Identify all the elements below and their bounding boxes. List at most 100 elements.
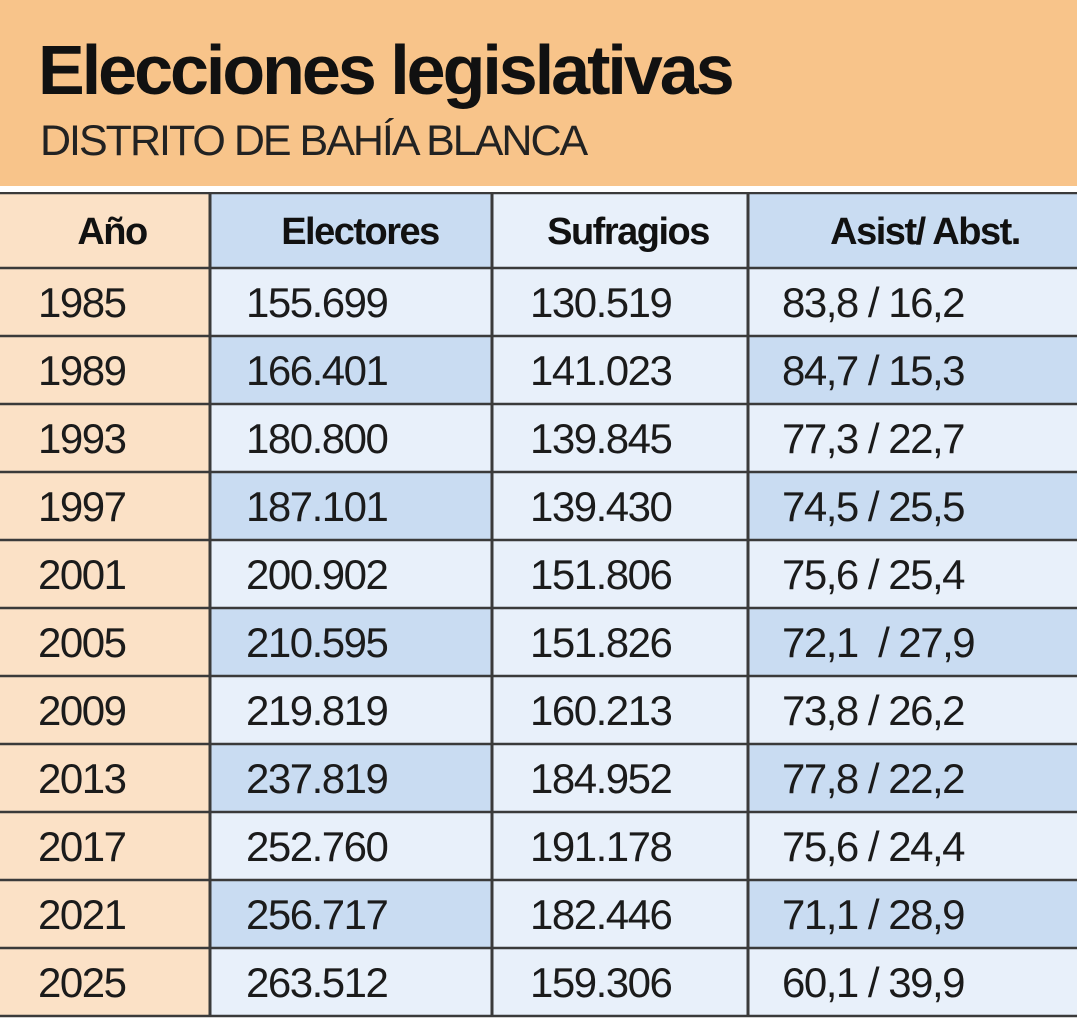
header-cell-bg: [210, 192, 492, 268]
table-cell-bg: [492, 336, 748, 404]
page-subtitle: DISTRITO DE BAHÍA BLANCA: [40, 117, 588, 165]
table-cell-bg: [210, 472, 492, 540]
cell-sufragios: 139.430: [530, 483, 671, 530]
cell-electores: 210.595: [246, 619, 387, 666]
cell-year: 1989: [38, 347, 126, 394]
table-cell-bg: [492, 268, 748, 336]
column-header-year: Año: [77, 211, 147, 253]
cell-electores: 219.819: [246, 687, 387, 734]
table-cell-bg: [492, 472, 748, 540]
header-cell-bg: [492, 192, 748, 268]
table-cell-bg: [210, 268, 492, 336]
cell-year: 2005: [38, 619, 126, 666]
cell-asist-abst: 72,1 / 27,9: [782, 619, 974, 666]
column-header-sufragios: Sufragios: [547, 211, 709, 253]
cell-sufragios: 184.952: [530, 755, 671, 802]
table-cell-bg: [492, 812, 748, 880]
page-title: Elecciones legislativas: [38, 31, 735, 109]
cell-asist-abst: 75,6 / 25,4: [782, 551, 965, 598]
table-cell-bg: [210, 608, 492, 676]
table-cell-bg: [492, 676, 748, 744]
table-cell-bg: [210, 880, 492, 948]
cell-asist-abst: 71,1 / 28,9: [782, 891, 964, 938]
table-cell-bg: [0, 676, 210, 744]
table-cell-bg: [748, 948, 1077, 1016]
cell-electores: 237.819: [246, 755, 387, 802]
cell-sufragios: 182.446: [530, 891, 671, 938]
cell-asist-abst: 60,1 / 39,9: [782, 959, 964, 1006]
table-cell-bg: [748, 608, 1077, 676]
cell-electores: 155.699: [246, 279, 387, 326]
table-cell-bg: [210, 812, 492, 880]
cell-electores: 256.717: [246, 891, 387, 938]
cell-electores: 252.760: [246, 823, 387, 870]
cell-sufragios: 191.178: [530, 823, 671, 870]
cell-asist-abst: 77,8 / 22,2: [782, 755, 964, 802]
cell-year: 2021: [38, 891, 126, 938]
table-cell-bg: [748, 676, 1077, 744]
cell-sufragios: 159.306: [530, 959, 671, 1006]
cell-asist-abst: 83,8 / 16,2: [782, 279, 964, 326]
title-banner: Elecciones legislativas DISTRITO DE BAHÍ…: [0, 0, 1077, 186]
elections-table-grid: Año Electores Sufragios Asist/ Abst. 1985 155…: [0, 192, 1077, 1018]
table-cell-bg: [748, 336, 1077, 404]
cell-year: 1985: [38, 279, 126, 326]
table-cell-bg: [210, 540, 492, 608]
table-cell-bg: [492, 744, 748, 812]
header-cell-bg: [748, 192, 1077, 268]
table-cell-bg: [492, 608, 748, 676]
cell-asist-abst: 75,6 / 24,4: [782, 823, 965, 870]
table-cell-bg: [748, 880, 1077, 948]
cell-year: 1993: [38, 415, 126, 462]
cell-electores: 180.800: [246, 415, 387, 462]
table-cell-bg: [0, 880, 210, 948]
cell-year: 1997: [38, 483, 126, 530]
cell-year: 2001: [38, 551, 126, 598]
table-cell-bg: [210, 404, 492, 472]
table-cell-bg: [210, 676, 492, 744]
cell-year: 2025: [38, 959, 126, 1006]
cell-sufragios: 151.806: [530, 551, 671, 598]
table-cell-bg: [748, 540, 1077, 608]
cell-sufragios: 139.845: [530, 415, 671, 462]
cell-electores: 166.401: [246, 347, 387, 394]
cell-year: 2009: [38, 687, 126, 734]
table-cell-bg: [748, 472, 1077, 540]
table-cell-bg: [0, 540, 210, 608]
table-cell-bg: [492, 880, 748, 948]
table-cell-bg: [0, 812, 210, 880]
cell-sufragios: 151.826: [530, 619, 671, 666]
cell-asist-abst: 73,8 / 26,2: [782, 687, 964, 734]
cell-sufragios: 160.213: [530, 687, 671, 734]
table-cell-bg: [210, 336, 492, 404]
elections-table: Año Electores Sufragios Asist/ Abst. 1985 155…: [0, 192, 1077, 1020]
cell-sufragios: 141.023: [530, 347, 671, 394]
cell-asist-abst: 84,7 / 15,3: [782, 347, 964, 394]
cell-year: 2017: [38, 823, 126, 870]
cell-electores: 200.902: [246, 551, 387, 598]
table-cell-bg: [0, 608, 210, 676]
table-cell-bg: [748, 404, 1077, 472]
table-cell-bg: [0, 268, 210, 336]
table-cell-bg: [0, 948, 210, 1016]
cell-asist-abst: 74,5 / 25,5: [782, 483, 964, 530]
table-cell-bg: [492, 540, 748, 608]
table-cell-bg: [748, 744, 1077, 812]
table-cell-bg: [492, 404, 748, 472]
table-cell-bg: [0, 472, 210, 540]
column-header-electores: Electores: [281, 211, 439, 253]
cell-year: 2013: [38, 755, 126, 802]
cell-electores: 263.512: [246, 959, 387, 1006]
table-cell-bg: [210, 744, 492, 812]
table-cell-bg: [492, 948, 748, 1016]
table-cell-bg: [0, 404, 210, 472]
cell-asist-abst: 77,3 / 22,7: [782, 415, 964, 462]
column-header-asist-abst: Asist/ Abst.: [830, 211, 1020, 253]
cell-electores: 187.101: [246, 483, 387, 530]
table-cell-bg: [748, 268, 1077, 336]
table-cell-bg: [748, 812, 1077, 880]
table-cell-bg: [0, 744, 210, 812]
cell-sufragios: 130.519: [530, 279, 671, 326]
header-cell-bg: [0, 192, 210, 268]
table-cell-bg: [210, 948, 492, 1016]
